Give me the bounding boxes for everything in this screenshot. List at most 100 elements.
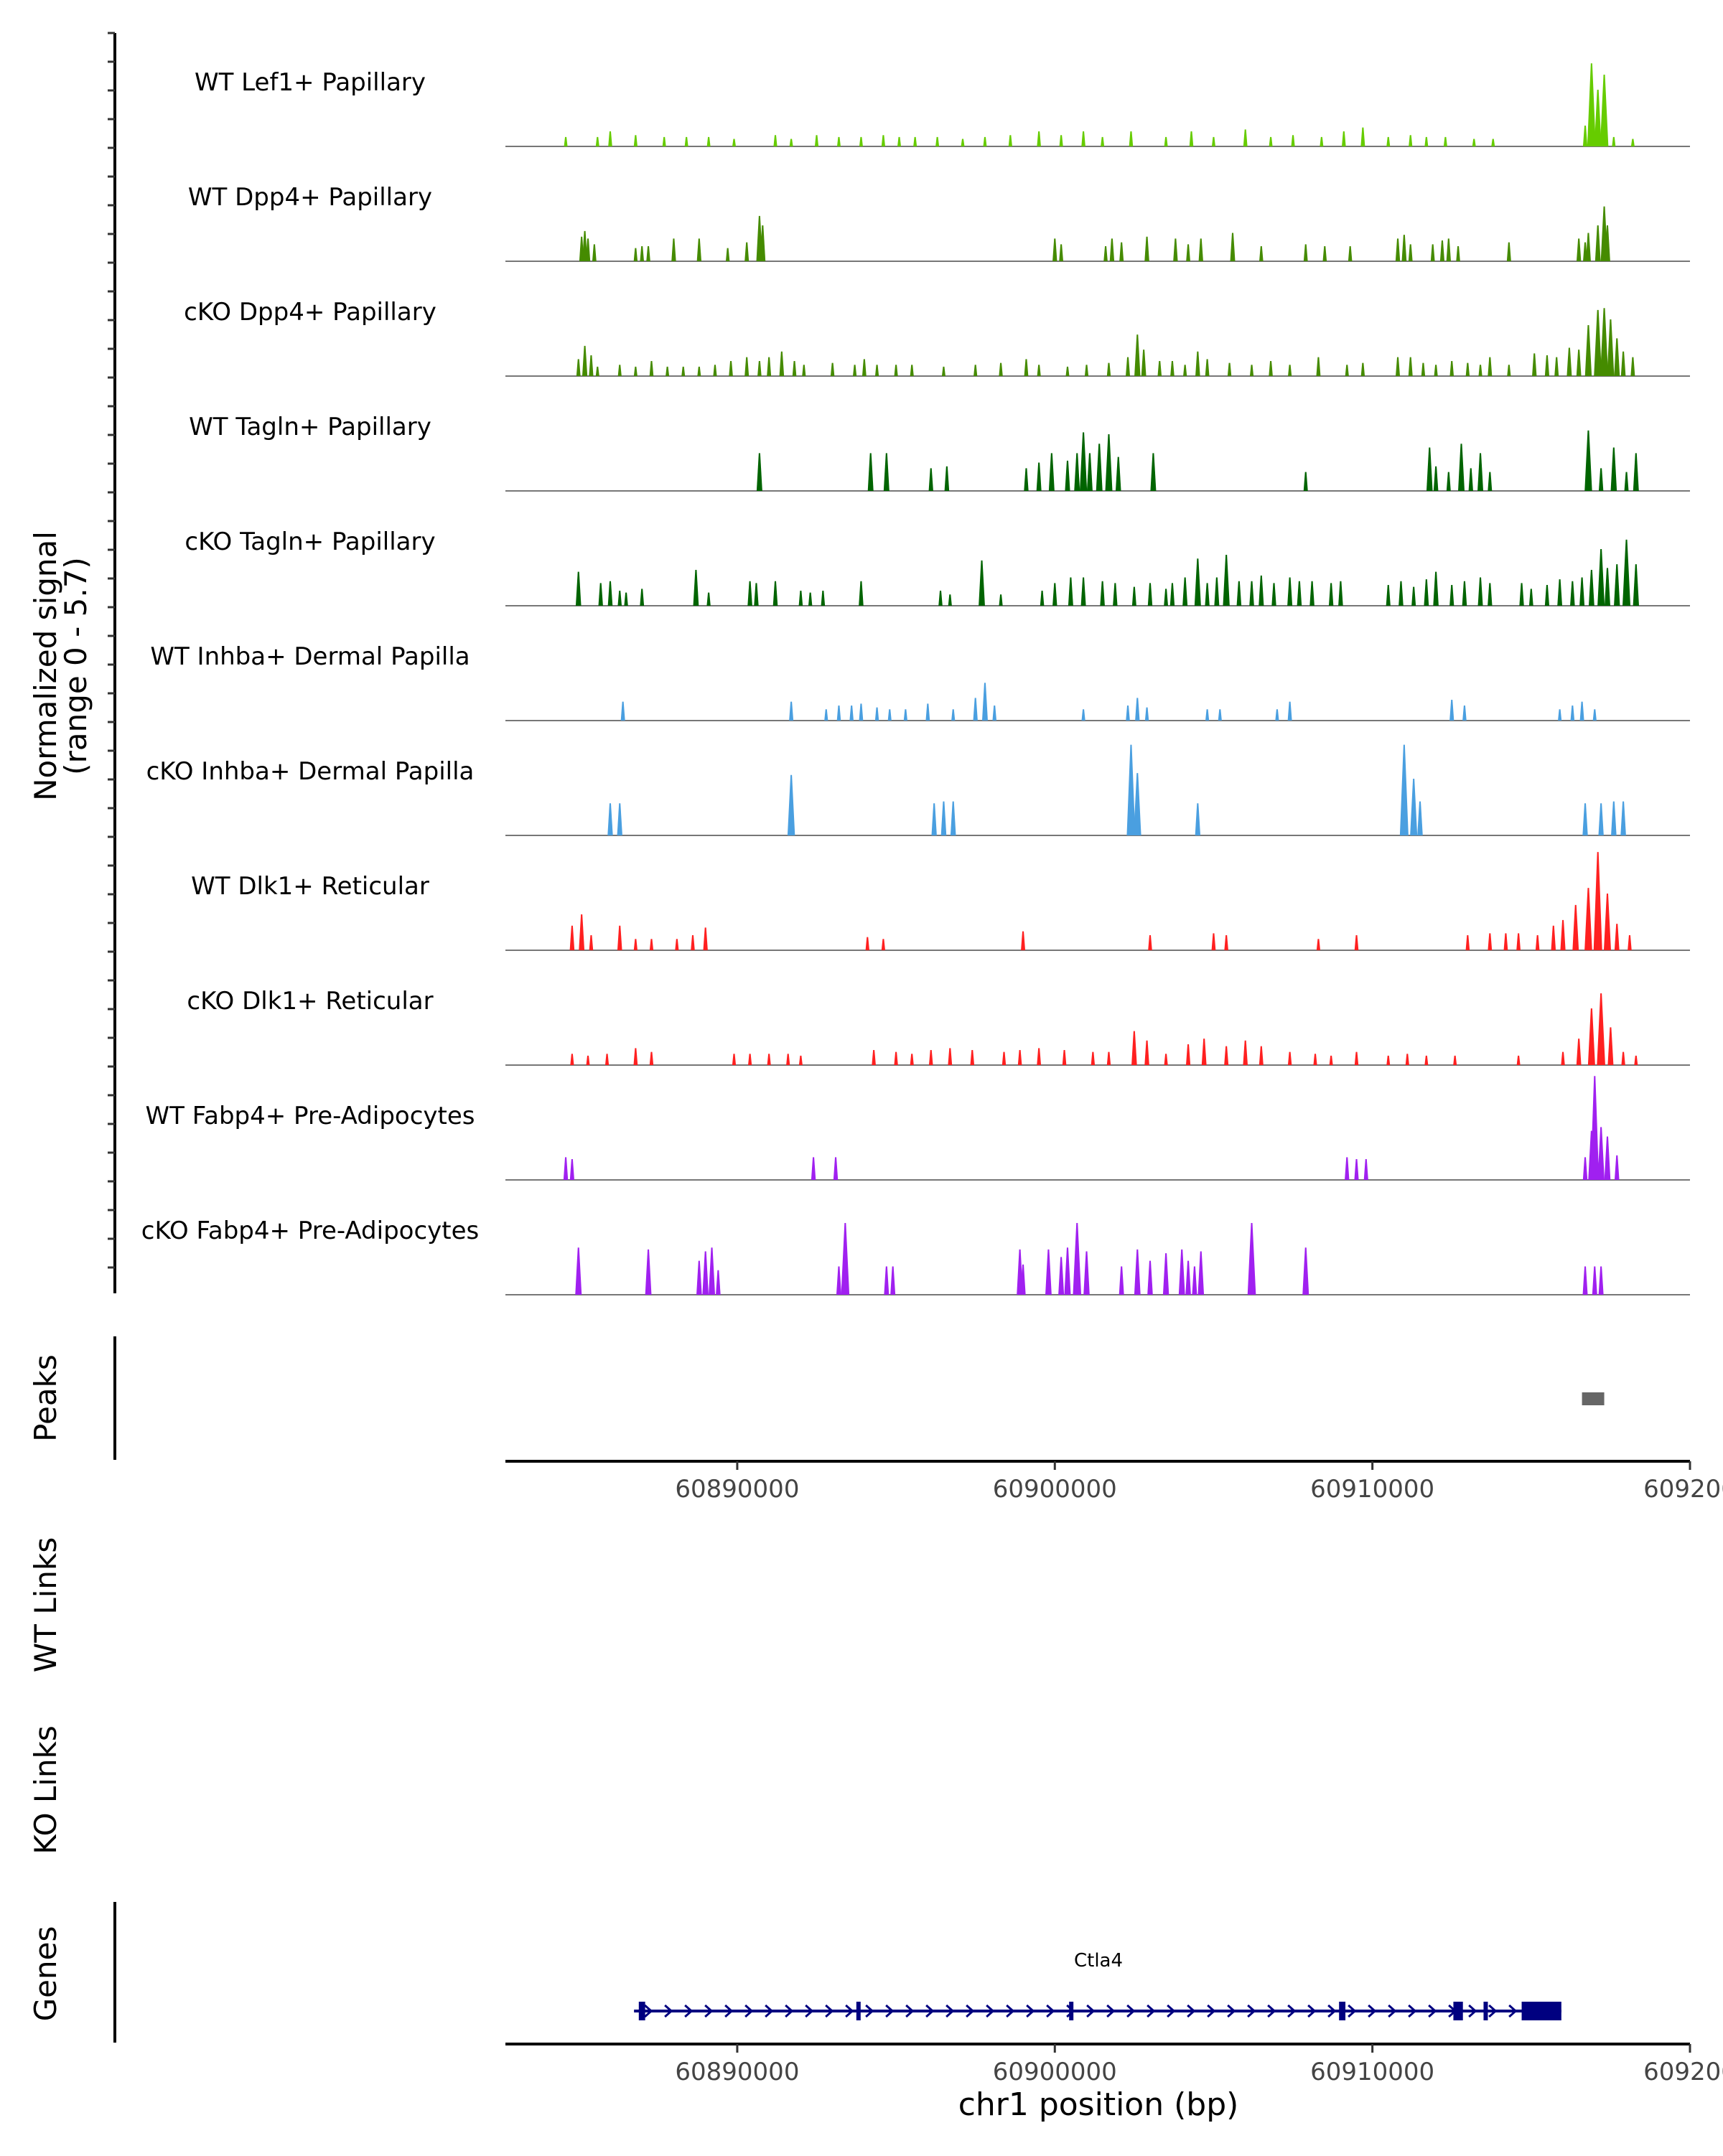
strand-arrow [1026, 2004, 1035, 2018]
x-axis-top-ticks: 60890000 60900000 60910000 609200 [675, 1461, 1723, 1504]
signal-peak [1582, 126, 1588, 146]
strand-arrow [905, 2004, 915, 2018]
signal-peak [1227, 362, 1232, 376]
signal-peak [1386, 585, 1391, 606]
signal-peak [1600, 75, 1609, 146]
track-label: WT Dpp4+ Papillary [188, 183, 432, 212]
strand-arrow [765, 2004, 774, 2018]
signal-peak [646, 245, 650, 261]
signal-peak [1109, 238, 1115, 261]
signal-peak [981, 683, 988, 721]
signal-peak [1037, 131, 1041, 146]
signal-peak [706, 592, 711, 606]
strand-arrow [925, 2004, 935, 2018]
signal-peak [1144, 1040, 1149, 1065]
signal-peak [1106, 1051, 1111, 1065]
signal-peak [1622, 539, 1631, 606]
signal-peak [1170, 360, 1175, 376]
signal-peak [649, 1051, 654, 1065]
signal-peak [1224, 1046, 1229, 1065]
signal-peak [1634, 1055, 1638, 1065]
signal-peak [1572, 904, 1579, 950]
signal-peak [1462, 581, 1467, 606]
signal-peak [716, 1270, 721, 1295]
signal-peak [702, 1251, 709, 1295]
signal-peak [1576, 1039, 1582, 1065]
strand-arrow [1408, 2004, 1417, 2018]
signal-peak [1147, 1260, 1153, 1295]
signal-peak [617, 803, 622, 835]
coverage-track: cKO Fabp4+ Pre-Adipocytes [141, 1217, 1690, 1295]
strand-arrow [825, 2004, 834, 2018]
signal-peak [1119, 1266, 1124, 1295]
signal-peak [1582, 803, 1588, 835]
signal-peak [754, 583, 759, 606]
signal-peak [640, 589, 645, 606]
signal-peak [671, 238, 676, 261]
signal-peak [1449, 585, 1454, 606]
signal-peak [1570, 705, 1575, 721]
signal-peak [1607, 1027, 1614, 1065]
coverage-track: WT Fabp4+ Pre-Adipocytes [146, 1076, 1690, 1181]
signal-peak [1456, 245, 1460, 261]
signal-peak [1243, 1040, 1248, 1065]
signal-peak [1338, 581, 1343, 606]
signal-peak [1424, 579, 1429, 606]
signal-peak [595, 366, 599, 376]
strand-arrow [1348, 2004, 1357, 2018]
signal-peak [592, 244, 597, 261]
signal-peak [925, 703, 930, 721]
signal-peak [973, 698, 978, 721]
signal-peak [1183, 365, 1187, 376]
ko-links-track-label: KO Links [28, 1725, 63, 1855]
signal-peak [1074, 453, 1080, 491]
signal-peak [1354, 1159, 1359, 1180]
signal-peak [1434, 365, 1438, 376]
strand-arrow [1187, 2004, 1196, 2018]
strand-arrow [845, 2004, 854, 2018]
signal-peak [941, 366, 945, 376]
track-label: WT Inhba+ Dermal Papilla [150, 642, 470, 671]
signal-peak [1585, 233, 1591, 261]
signal-peak [1386, 136, 1391, 146]
strand-arrow [724, 2004, 734, 2018]
signal-peak [1164, 136, 1168, 146]
coverage-track: WT Inhba+ Dermal Papilla [150, 642, 1690, 721]
signal-peak [1065, 366, 1070, 376]
signal-peak [569, 925, 575, 950]
coverage-axis-title-line1: Normalized signal [28, 531, 63, 801]
strand-arrow [1488, 2004, 1498, 2018]
signal-peak [1045, 1249, 1052, 1295]
signal-peak [1488, 472, 1493, 491]
signal-peak [1594, 225, 1601, 261]
signal-peak [1544, 355, 1550, 376]
strand-arrow [885, 2004, 895, 2018]
signal-peak [757, 360, 762, 376]
signal-peak [1106, 362, 1111, 376]
signal-peak [1164, 1054, 1168, 1065]
signal-peak [1621, 1051, 1625, 1065]
signal-peak [1119, 242, 1124, 261]
signal-peak [1303, 472, 1308, 491]
signal-peak [1516, 1055, 1521, 1065]
signal-peak [950, 801, 956, 835]
signal-peak [1410, 779, 1418, 835]
signal-peak [1157, 360, 1162, 376]
signal-peak [1197, 1251, 1205, 1295]
signal-peak [802, 365, 806, 376]
signal-peak [1605, 225, 1610, 261]
signal-peak [1532, 353, 1537, 376]
signal-peak [1614, 564, 1620, 606]
signal-peak [913, 136, 917, 146]
signal-peak [617, 365, 622, 376]
signal-peak [725, 248, 730, 261]
signal-peak [1329, 1055, 1333, 1065]
signal-peak [1148, 934, 1152, 950]
signal-peak [859, 136, 863, 146]
signal-peak [983, 136, 987, 146]
x-tick-label: 60910000 [1310, 1475, 1434, 1504]
strand-arrow [785, 2004, 794, 2018]
signal-peak [1594, 90, 1602, 146]
signal-peak [1211, 933, 1216, 950]
signal-peak [1259, 245, 1264, 261]
